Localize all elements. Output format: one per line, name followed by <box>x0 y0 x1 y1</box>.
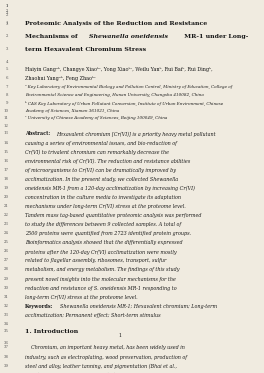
Text: 19: 19 <box>3 186 8 190</box>
Text: 26: 26 <box>3 249 8 253</box>
Text: Keywords:: Keywords: <box>25 304 54 309</box>
Text: 38: 38 <box>3 354 8 358</box>
Text: 30: 30 <box>3 286 8 289</box>
Text: 17: 17 <box>3 168 8 172</box>
Text: 1: 1 <box>6 21 8 25</box>
Text: acclimatization. In the present study, we collected Shewanella: acclimatization. In the present study, w… <box>25 177 178 182</box>
Text: 15: 15 <box>3 150 8 154</box>
Text: 21: 21 <box>3 204 8 208</box>
Text: Bioinformatics analysis showed that the differentially expressed: Bioinformatics analysis showed that the … <box>25 240 183 245</box>
Text: Mechanisms of: Mechanisms of <box>25 34 80 38</box>
Text: 1: 1 <box>118 333 121 338</box>
Text: 18: 18 <box>3 177 8 181</box>
Text: Chromium, an important heavy metal, has been widely used in: Chromium, an important heavy metal, has … <box>25 345 185 351</box>
Text: Shewanella oneidensis MR-1; Hexavalent chromium; Long-term: Shewanella oneidensis MR-1; Hexavalent c… <box>60 304 217 309</box>
Text: 32: 32 <box>3 304 8 308</box>
Text: 33: 33 <box>3 313 8 317</box>
Text: Proteomic Analysis of the Reduction and Resistance: Proteomic Analysis of the Reduction and … <box>25 21 208 25</box>
Text: 1. Introduction: 1. Introduction <box>25 329 78 334</box>
Text: Cr(VI) to trivalent chromium can remarkably decrease the: Cr(VI) to trivalent chromium can remarka… <box>25 150 169 155</box>
Text: to study the differences between 9 collected samples. A total of: to study the differences between 9 colle… <box>25 222 181 227</box>
Text: 20: 20 <box>3 195 8 199</box>
Text: ᵇ CAS Key Laboratory of Urban Pollutant Conversion, Institute of Urban Environme: ᵇ CAS Key Laboratory of Urban Pollutant … <box>25 101 223 106</box>
Text: 1: 1 <box>6 4 8 8</box>
Text: 6: 6 <box>6 76 8 80</box>
Text: 4: 4 <box>6 60 8 63</box>
Text: 29: 29 <box>3 276 8 280</box>
Text: industry, such as electroplating, wood preservation, production of: industry, such as electroplating, wood p… <box>25 354 187 360</box>
Text: 2500 proteins were quantified from 2723 identified protein groups.: 2500 proteins were quantified from 2723 … <box>25 231 191 236</box>
Text: Academy of Sciences, Xiamen 361021, China: Academy of Sciences, Xiamen 361021, Chin… <box>25 109 119 113</box>
Text: Environmental Science and Engineering, Hunan University, Changsha 410082, China: Environmental Science and Engineering, H… <box>25 93 204 97</box>
Text: 11: 11 <box>3 116 8 120</box>
Text: 2: 2 <box>6 9 8 13</box>
Text: 2: 2 <box>6 13 8 17</box>
Text: ᶜ University of Chinese Academy of Sciences, Beijing 100049, China: ᶜ University of Chinese Academy of Scien… <box>25 116 168 120</box>
Text: of microorganisms to Cr(VI) can be dramatically improved by: of microorganisms to Cr(VI) can be drama… <box>25 168 176 173</box>
Text: 16: 16 <box>3 159 8 163</box>
Text: Shewanella oneidensis: Shewanella oneidensis <box>89 34 168 38</box>
Text: 31: 31 <box>3 295 8 299</box>
Text: environmental risk of Cr(VI). The reduction and resistance abilities: environmental risk of Cr(VI). The reduct… <box>25 159 190 164</box>
Text: 9: 9 <box>6 101 8 105</box>
Text: 39: 39 <box>3 364 8 367</box>
Text: 3: 3 <box>6 22 8 26</box>
Text: 3: 3 <box>6 47 8 50</box>
Text: 24: 24 <box>3 231 8 235</box>
Text: related to flagellar assembly, ribosomes, transport, sulfur: related to flagellar assembly, ribosomes… <box>25 258 167 263</box>
Text: 3: 3 <box>6 11 8 15</box>
Text: 2: 2 <box>6 34 8 38</box>
Text: Hexavalent chromium [Cr(VI)] is a priority heavy metal pollutant: Hexavalent chromium [Cr(VI)] is a priori… <box>56 132 215 137</box>
Text: Tandem mass tag-based quantitative proteomic analysis was performed: Tandem mass tag-based quantitative prote… <box>25 213 202 218</box>
Text: metabolism, and energy metabolism. The findings of this study: metabolism, and energy metabolism. The f… <box>25 267 180 273</box>
Text: 27: 27 <box>3 258 8 263</box>
Text: 35: 35 <box>3 329 8 333</box>
Text: 22: 22 <box>3 213 8 217</box>
Text: long-term Cr(VI) stress at the proteome level.: long-term Cr(VI) stress at the proteome … <box>25 295 138 300</box>
Text: 7: 7 <box>6 85 8 89</box>
Text: acclimatization; Permanent effect; Short-term stimulus: acclimatization; Permanent effect; Short… <box>25 313 161 318</box>
Text: concentration in the culture media to investigate its adaptation: concentration in the culture media to in… <box>25 195 181 200</box>
Text: 36: 36 <box>3 341 8 345</box>
Text: 1: 1 <box>6 4 8 8</box>
Text: steel and alloy, leather tanning, and pigmentation (Bhai et al.,: steel and alloy, leather tanning, and pi… <box>25 364 177 369</box>
Text: reduction and resistance of S. oneidensis MR-1 responding to: reduction and resistance of S. oneidensi… <box>25 286 177 291</box>
Text: MR-1 under Long-: MR-1 under Long- <box>182 34 248 38</box>
Text: term Hexavalent Chromium Stress: term Hexavalent Chromium Stress <box>25 47 146 51</box>
Text: Haiyin Gangᵃᵇ, Changye Xiaoᵇᶜ, Yong Xiaoᵇᶜ, Weilu Yanᵇ, Rui Baiᵇ, Rui Dingᵇ,: Haiyin Gangᵃᵇ, Changye Xiaoᵇᶜ, Yong Xiao… <box>25 67 213 72</box>
Text: 23: 23 <box>3 222 8 226</box>
Text: mechanisms under long-term Cr(VI) stress at the proteome level.: mechanisms under long-term Cr(VI) stress… <box>25 204 186 209</box>
Text: proteins after the 120-day Cr(VI) acclimatization were mostly: proteins after the 120-day Cr(VI) acclim… <box>25 249 177 255</box>
Text: ᵃ Key Laboratory of Environmental Biology and Pollution Control, Ministry of Edu: ᵃ Key Laboratory of Environmental Biolog… <box>25 85 232 89</box>
Text: present novel insights into the molecular mechanisms for the: present novel insights into the molecula… <box>25 276 176 282</box>
Text: 34: 34 <box>3 322 8 326</box>
Text: 8: 8 <box>6 93 8 97</box>
Text: 25: 25 <box>3 240 8 244</box>
Text: 13: 13 <box>3 132 8 135</box>
Text: causing a series of environmental issues, and bio-reduction of: causing a series of environmental issues… <box>25 141 177 145</box>
Text: Zhaohui Yangᵃᵇ, Feng Zhaoᵇᶜ: Zhaohui Yangᵃᵇ, Feng Zhaoᵇᶜ <box>25 76 96 81</box>
Text: 28: 28 <box>3 267 8 272</box>
Text: Abstract:: Abstract: <box>25 132 50 137</box>
Text: 10: 10 <box>3 109 8 113</box>
Text: oneidensis MR-1 from a 120-day acclimatization by increasing Cr(VI): oneidensis MR-1 from a 120-day acclimati… <box>25 186 195 191</box>
Text: 37: 37 <box>3 345 8 350</box>
Text: 14: 14 <box>3 141 8 145</box>
Text: 12: 12 <box>3 124 8 128</box>
Text: 5: 5 <box>6 67 8 71</box>
